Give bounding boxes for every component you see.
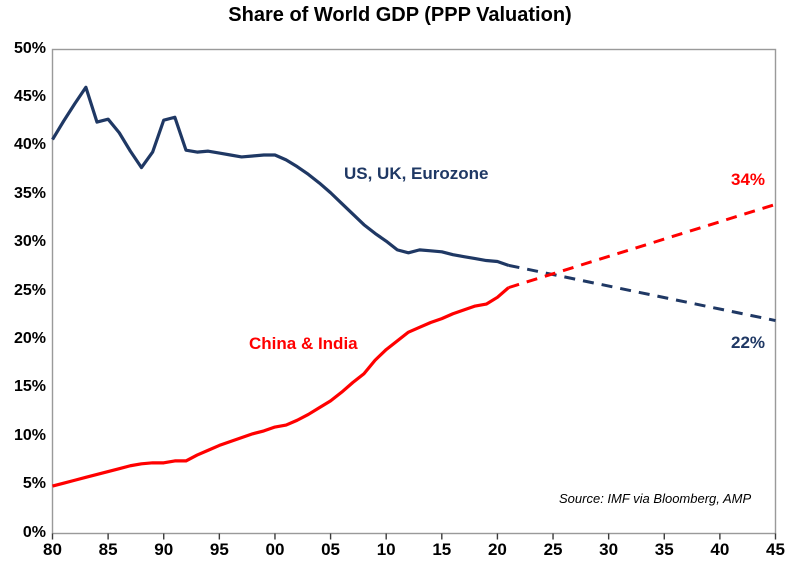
x-axis-tick-label: 85 [98,540,118,559]
y-axis-tick-label: 35% [13,184,46,202]
plot-area-frame [51,48,777,535]
x-axis-tick-label: 95 [209,540,229,559]
x-axis-tick-marks [51,533,777,540]
x-axis-tick-label: 15 [432,540,452,559]
x-axis-tick-label: 40 [710,540,730,559]
chart-series-layer [51,85,776,488]
y-axis-tick-label: 10% [13,426,46,444]
x-axis-tick-label: 05 [321,540,341,559]
x-axis-tick-label: 90 [154,540,174,559]
y-axis-tick-label: 50% [13,39,46,57]
x-axis-tick-label: 35 [654,540,674,559]
endpoint-label-us-uk-eurozone: 22% [731,333,766,352]
series-line [52,286,510,488]
y-axis-tick-label: 15% [13,378,46,396]
series-label-china-india: China & India [249,334,358,353]
series-line [508,202,776,290]
y-axis-tick-label: 45% [13,87,46,105]
series-line [51,85,510,267]
x-axis-tick-label: 80 [43,540,62,559]
x-axis-tick-label: 25 [543,540,563,559]
y-axis-tick-label: 30% [13,233,46,251]
x-axis-tick-label: 30 [599,540,619,559]
x-axis-tick-label: 00 [265,540,285,559]
y-axis-tick-label: 25% [13,281,46,299]
y-axis-tick-label: 20% [13,329,46,347]
x-axis-tick-label: 45 [766,540,785,559]
x-axis-tick-label: 20 [487,540,507,559]
endpoint-label-china-india: 34% [731,170,766,189]
y-axis-tick-label: 0% [22,523,46,541]
source-note: Source: IMF via Bloomberg, AMP [559,491,752,506]
series-label-us-uk-eurozone: US, UK, Eurozone [344,164,489,183]
chart-title: Share of World GDP (PPP Valuation) [228,4,572,26]
x-axis-tick-label: 10 [376,540,396,559]
y-axis-tick-label: 40% [13,136,46,154]
y-axis-tick-label: 5% [22,475,46,493]
